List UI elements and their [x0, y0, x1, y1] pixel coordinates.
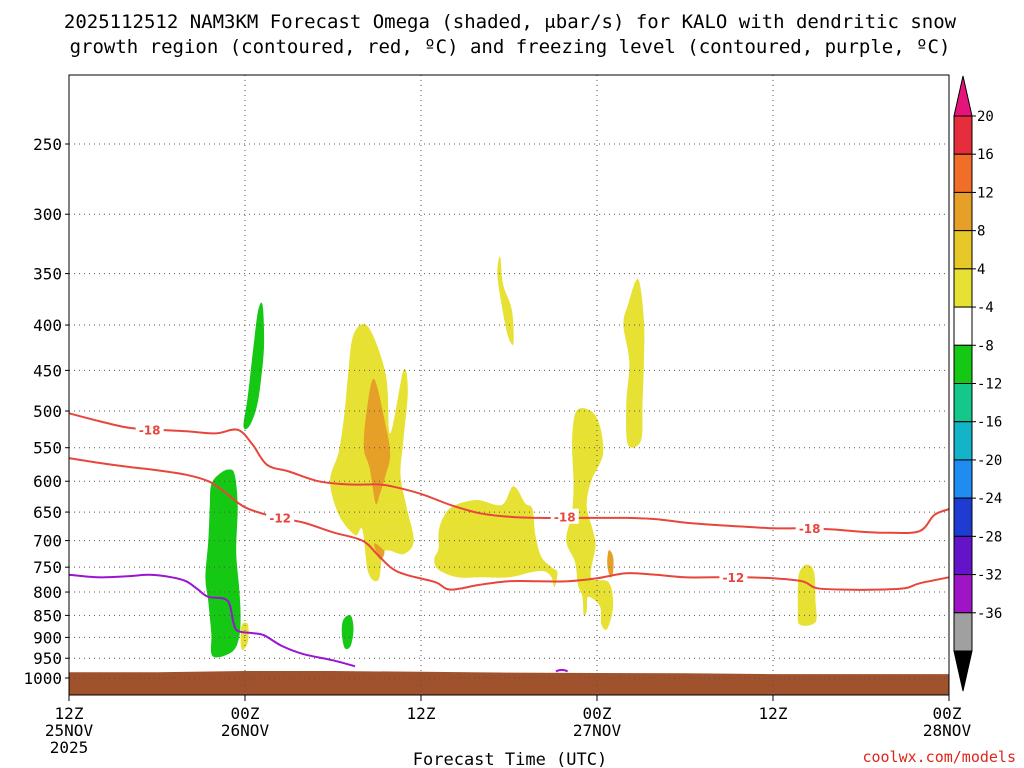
y-tick-label-450: 450 [33, 361, 62, 380]
x-tick-label-48-1: 12Z [759, 704, 788, 723]
plot-area [69, 256, 949, 695]
y-tick-label-800: 800 [33, 583, 62, 602]
x-tick-label-12-2: 26NOV [221, 721, 270, 740]
plot-border [68, 74, 950, 696]
colorbar-swatch-6 [953, 344, 973, 384]
contour-label-bg [266, 509, 295, 525]
x-axis-label: Forecast Time (UTC) [413, 750, 607, 768]
omega-region-yellow-small-upper [497, 256, 514, 346]
colorbar-swatch-0 [953, 115, 973, 155]
colorbar-swatch-4 [953, 268, 973, 308]
colorbar-swatch-12 [953, 574, 973, 614]
contour-label-dgz-upper-minus18-1: -18 [554, 510, 576, 524]
contour-dgz-lower-minus12 [68, 457, 950, 591]
x-tick-label-24-1: 12Z [407, 704, 436, 723]
colorbar: 20 16 12 8 4 -4 -8 -12 -16 -20 -24 -28 -32 -36 [953, 75, 1002, 692]
x-tick-label-60-1: 00Z [933, 704, 962, 723]
chart-title-line-2: growth region (contoured, red, ºC) and f… [70, 36, 951, 58]
omega-region-yellow-small-lower-right [797, 564, 817, 626]
colorbar-swatch-5 [953, 306, 973, 346]
colorbar-label-5: -4 [977, 300, 994, 316]
y-tick-label-300: 300 [33, 205, 62, 224]
contour-label-dgz-upper-minus18-2: -18 [799, 522, 821, 536]
omega-region-yellow-far-right-column [623, 278, 645, 448]
x-tick-label-0-2: 25NOV [45, 721, 94, 740]
freezing-level-surface-fragment [555, 668, 569, 673]
omega-region-orange-thin [607, 550, 614, 578]
x-tick-label-36-1: 00Z [583, 704, 612, 723]
colorbar-label-0: 20 [977, 109, 994, 125]
colorbar-swatch-8 [953, 421, 973, 461]
colorbar-swatch-10 [953, 497, 973, 537]
colorbar-label-8: -16 [977, 415, 1002, 431]
contour-label-dgz-lower-minus12-1: -12 [723, 571, 745, 585]
x-tick-label-12-1: 00Z [231, 704, 260, 723]
colorbar-swatch-2 [953, 191, 973, 232]
omega-region-yellow-mid-block [434, 486, 558, 588]
contour-label-bg [135, 421, 164, 437]
colorbar-label-6: -8 [977, 338, 994, 354]
omega-region-orange-small-low [374, 543, 385, 560]
colorbar-swatch-1 [953, 153, 973, 193]
colorbar-label-3: 8 [977, 224, 985, 240]
omega-region-yellow-small-near-00z [240, 622, 249, 651]
colorbar-label-11: -28 [977, 529, 1002, 545]
x-tick-label-0-3: 2025 [50, 738, 89, 757]
y-tick-label-900: 900 [33, 628, 62, 647]
contour-label-bg [550, 508, 579, 524]
y-tick-label-1000: 1000 [23, 669, 62, 688]
colorbar-label-2: 12 [977, 185, 994, 201]
temperature-contours: -18 -18 -18 -12 -12 [68, 412, 950, 668]
colorbar-label-1: 16 [977, 147, 994, 163]
x-tick-label-36-2: 27NOV [573, 721, 622, 740]
contour-label-dgz-upper-minus18-0: -18 [139, 423, 161, 437]
y-tick-label-650: 650 [33, 503, 62, 522]
y-tick-label-600: 600 [33, 472, 62, 491]
chart-title-line-1: 2025112512 NAM3KM Forecast Omega (shaded… [64, 11, 957, 33]
colorbar-swatch-9 [953, 459, 973, 499]
y-tick-label-550: 550 [33, 439, 62, 458]
colorbar-label-4: 4 [977, 262, 985, 278]
y-tick-label-350: 350 [33, 265, 62, 284]
y-tick-label-400: 400 [33, 316, 62, 335]
contour-label-bg [795, 520, 824, 536]
omega-region-yellow-right-column [566, 408, 614, 630]
colorbar-label-7: -12 [977, 377, 1002, 393]
colorbar-label-12: -32 [977, 568, 1002, 584]
omega-region-green-upper-band [243, 302, 265, 430]
terrain-ground [69, 671, 949, 695]
colorbar-swatch-11 [953, 535, 973, 576]
y-tick-label-700: 700 [33, 532, 62, 551]
y-tick-label-950: 950 [33, 649, 62, 668]
y-tick-label-850: 850 [33, 606, 62, 625]
y-tick-label-750: 750 [33, 558, 62, 577]
colorbar-swatch-3 [953, 230, 973, 270]
colorbar-swatch-7 [953, 383, 973, 423]
omega-region-green-small-blob [341, 615, 354, 650]
x-tick-label-0-1: 12Z [55, 704, 84, 723]
colorbar-bottom-arrow [953, 650, 973, 692]
y-tick-label-500: 500 [33, 402, 62, 421]
colorbar-label-13: -36 [977, 606, 1002, 622]
x-tick-label-60-2: 28NOV [923, 721, 972, 740]
contour-label-bg [719, 569, 748, 585]
grid-lines [68, 75, 950, 695]
colorbar-label-10: -24 [977, 491, 1002, 507]
colorbar-label-9: -20 [977, 453, 1002, 469]
contour-freezing-level [68, 573, 356, 668]
contour-label-dgz-lower-minus12-0: -12 [269, 511, 291, 525]
y-axis: 250 300 350 400 450 500 550 600 650 700 750 800 850 9… [23, 135, 69, 688]
credit-text: coolwx.com/models [862, 748, 1016, 766]
omega-region-orange-core [363, 378, 391, 505]
colorbar-top-arrow [953, 75, 973, 117]
colorbar-swatch-13 [953, 612, 973, 652]
y-tick-label-250: 250 [33, 135, 62, 154]
